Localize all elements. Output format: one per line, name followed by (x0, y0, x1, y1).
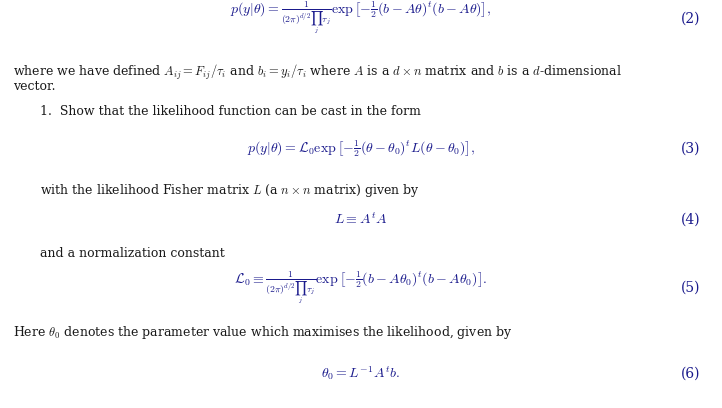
Text: 1.  Show that the likelihood function can be cast in the form: 1. Show that the likelihood function can… (40, 105, 421, 118)
Text: (3): (3) (681, 142, 700, 156)
Text: $p(y|\theta) = \mathcal{L}_0 \exp\left[-\frac{1}{2}(\theta - \theta_0)^t L(\thet: $p(y|\theta) = \mathcal{L}_0 \exp\left[-… (247, 138, 475, 160)
Text: $L \equiv A^t A$: $L \equiv A^t A$ (334, 212, 388, 227)
Text: (6): (6) (681, 366, 700, 380)
Text: with the likelihood Fisher matrix $L$ (a $n \times n$ matrix) given by: with the likelihood Fisher matrix $L$ (a… (40, 182, 419, 200)
Text: and a normalization constant: and a normalization constant (40, 247, 225, 260)
Text: (4): (4) (681, 213, 700, 226)
Text: Here $\theta_0$ denotes the parameter value which maximises the likelihood, give: Here $\theta_0$ denotes the parameter va… (13, 324, 513, 341)
Text: where we have defined $A_{ij} = F_{ij}/\tau_i$ and $b_i = y_i/\tau_i$ where $A$ : where we have defined $A_{ij} = F_{ij}/\… (13, 63, 622, 82)
Text: (5): (5) (681, 281, 700, 295)
Text: $\theta_0 = L^{-1} A^t b.$: $\theta_0 = L^{-1} A^t b.$ (321, 364, 401, 382)
Text: $\mathcal{L}_0 \equiv \frac{1}{(2\pi)^{d/2}\prod_j \tau_j} \exp\left[-\frac{1}{2: $\mathcal{L}_0 \equiv \frac{1}{(2\pi)^{d… (235, 270, 487, 306)
Text: vector.: vector. (13, 80, 56, 93)
Text: (2): (2) (681, 11, 700, 25)
Text: $p(y|\theta) = \frac{1}{(2\pi)^{d/2}\prod_j \tau_j} \exp\left[-\frac{1}{2}(b - A: $p(y|\theta) = \frac{1}{(2\pi)^{d/2}\pro… (230, 0, 492, 36)
